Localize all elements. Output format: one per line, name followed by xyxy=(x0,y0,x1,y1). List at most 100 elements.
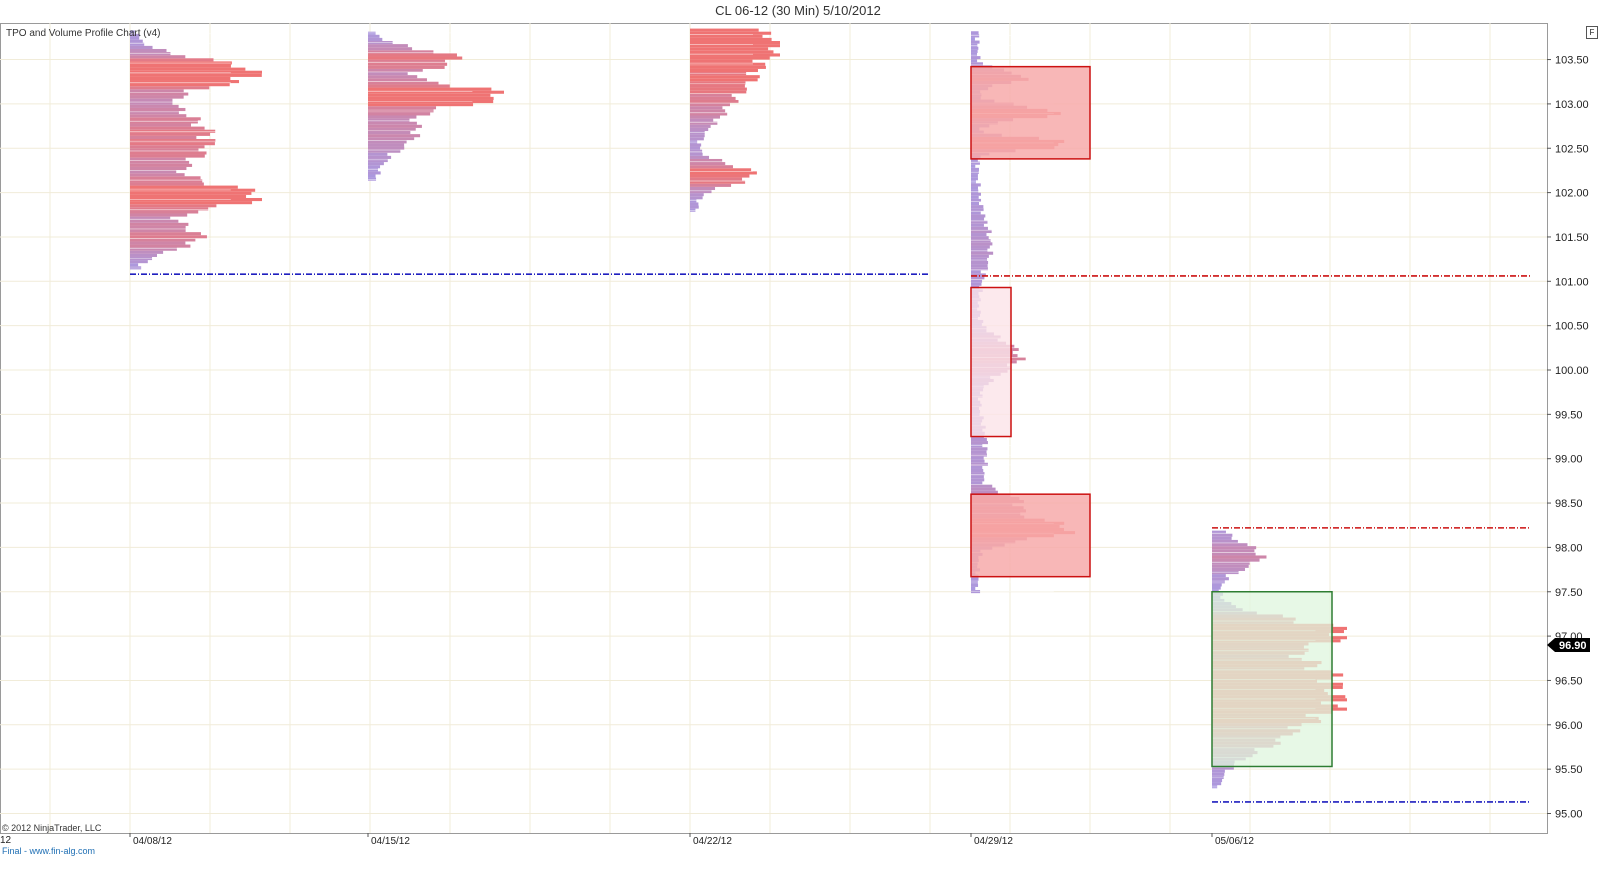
profile-bar xyxy=(368,131,411,135)
profile-bar xyxy=(368,158,388,163)
profile-bar xyxy=(130,42,145,46)
x-tick-label: 04/08/12 xyxy=(133,836,172,847)
profile-bar xyxy=(971,478,985,482)
profile-bar xyxy=(130,104,179,108)
profile-bar xyxy=(1212,577,1229,581)
profile-bar xyxy=(690,87,747,91)
last-price-tag xyxy=(1547,637,1590,652)
profile-bar xyxy=(368,81,439,85)
profile-bar xyxy=(690,53,780,57)
y-tick-label: 98.50 xyxy=(1555,498,1583,510)
profile-bar xyxy=(971,49,978,53)
profile-bar xyxy=(130,241,186,245)
profile-bar xyxy=(368,171,381,175)
profile-bar xyxy=(368,103,474,107)
profile-bar xyxy=(130,210,199,214)
profile-bar xyxy=(130,76,231,81)
profile-bar xyxy=(1212,539,1238,544)
profile-bar xyxy=(130,30,135,34)
profile-bar xyxy=(368,174,376,178)
profile-bar xyxy=(971,189,979,193)
profile-bar xyxy=(368,65,445,69)
profile-bar xyxy=(368,50,434,54)
profile-bar xyxy=(130,151,207,155)
profile-bar xyxy=(690,103,730,107)
profile-bar xyxy=(1212,530,1226,534)
profile-bar xyxy=(1212,766,1234,770)
profile-bar xyxy=(971,52,978,57)
profile-bar xyxy=(971,462,988,466)
profile-bar xyxy=(971,40,980,44)
profile-bar xyxy=(971,37,975,41)
chart-corner-button[interactable]: F xyxy=(1586,26,1598,39)
profile-bar xyxy=(1212,574,1226,578)
profile-bar xyxy=(368,90,504,94)
profile-bar xyxy=(368,72,408,76)
value-area-layer xyxy=(970,65,1333,768)
profile-bar xyxy=(690,121,718,125)
profile-bar xyxy=(368,53,457,57)
profile-bar xyxy=(368,143,405,147)
profile-bar xyxy=(690,152,703,156)
profile-bar xyxy=(130,83,230,87)
profile-bar xyxy=(971,236,989,240)
profile-bar xyxy=(971,242,993,246)
profile-bar xyxy=(1212,778,1223,783)
profile-bar xyxy=(971,192,981,196)
profile-bar xyxy=(130,163,193,167)
profile-bar xyxy=(971,282,982,286)
profile-bar xyxy=(130,98,173,102)
profile-bar xyxy=(690,93,732,97)
profile-bar xyxy=(690,115,720,119)
y-tick-label: 102.00 xyxy=(1555,188,1589,200)
y-tick-label: 95.00 xyxy=(1555,809,1583,821)
plot-frame xyxy=(0,23,1548,834)
y-tick-label: 100.50 xyxy=(1555,321,1589,333)
profile-bar xyxy=(690,143,702,147)
profile-bar xyxy=(971,583,979,587)
profile-bar xyxy=(130,260,148,264)
volume-profile xyxy=(690,28,780,212)
profile-bar xyxy=(971,245,990,249)
profile-bar xyxy=(1212,555,1267,559)
profile-bar xyxy=(971,201,979,206)
profile-bar xyxy=(971,174,978,178)
profile-bar xyxy=(690,146,701,150)
profile-bar xyxy=(971,459,985,463)
profile-bar xyxy=(1212,782,1222,786)
value-area-box xyxy=(970,286,1012,438)
profile-bar xyxy=(130,173,185,177)
footer-link[interactable]: Final - www.fin-alg.com xyxy=(2,846,95,856)
profile-bar xyxy=(971,273,986,277)
profile-bar xyxy=(130,219,179,223)
profile-bar xyxy=(368,59,446,63)
axis-layer: 95.0095.5096.0096.5097.0097.5098.0098.50… xyxy=(129,55,1590,847)
profile-bar xyxy=(130,80,240,84)
profile-bar xyxy=(130,70,262,74)
profile-bar xyxy=(971,46,979,50)
profile-bar xyxy=(130,191,252,195)
profile-bar xyxy=(690,65,766,69)
profile-bar xyxy=(971,468,984,473)
profile-bar xyxy=(130,238,196,242)
profile-bar xyxy=(971,450,987,454)
y-tick-label: 101.50 xyxy=(1555,232,1589,244)
profile-bar xyxy=(690,59,753,63)
profile-bar xyxy=(690,177,743,181)
profile-bar xyxy=(690,106,723,110)
profile-bar xyxy=(130,194,247,198)
x-tick-label: 04/29/12 xyxy=(974,836,1013,847)
profile-bar xyxy=(971,217,985,221)
profile-bar xyxy=(690,180,746,184)
profile-bar xyxy=(1212,567,1246,571)
profile-bar xyxy=(130,170,177,174)
profile-bar xyxy=(690,34,763,38)
profile-bar xyxy=(130,73,262,77)
profile-bar xyxy=(971,164,976,168)
y-tick-label: 95.50 xyxy=(1555,764,1583,776)
profile-bar xyxy=(130,154,205,158)
profile-bar xyxy=(130,263,139,267)
profile-bar xyxy=(971,264,988,268)
profile-bar xyxy=(1212,543,1248,547)
profile-bar xyxy=(690,165,733,169)
